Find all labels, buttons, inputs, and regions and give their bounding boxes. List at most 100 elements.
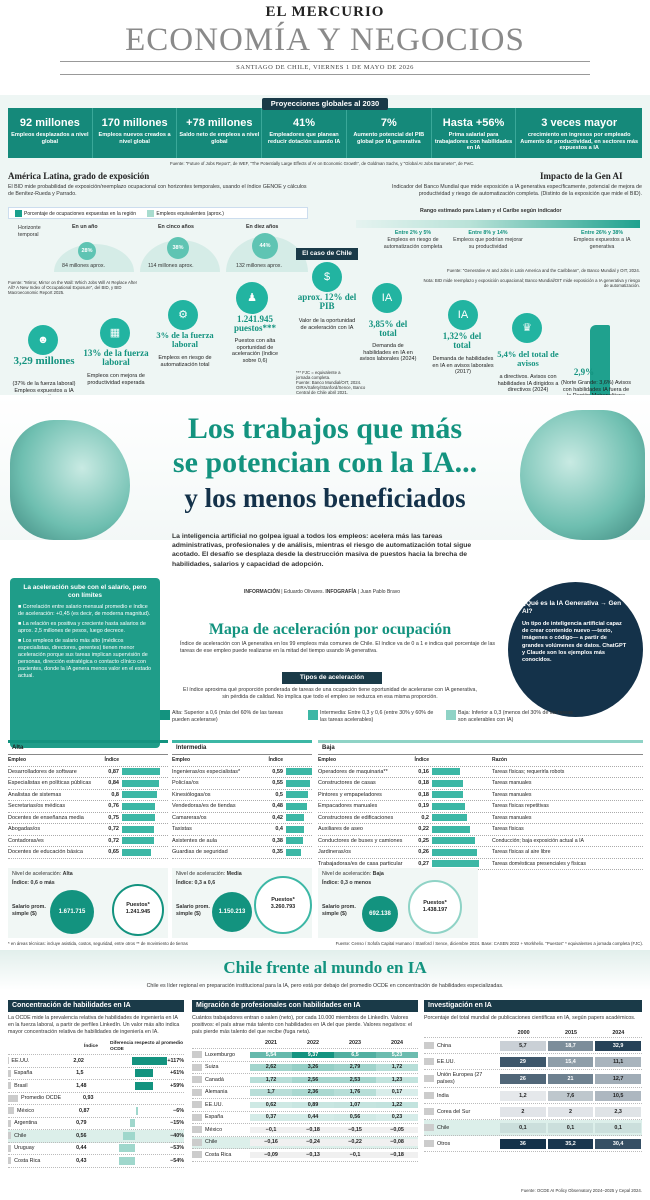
box-bullet: ■ Correlación entre salario mensual prom… — [18, 603, 151, 617]
job-index: 0,65 — [108, 849, 119, 856]
index-bar — [432, 814, 467, 822]
job-name: Taxistas — [172, 826, 192, 833]
flag-icon — [424, 1140, 434, 1148]
panel-text: La OCDE mide la prevalencia relativa de … — [8, 1015, 180, 1036]
job-index: 0,2 — [421, 814, 429, 821]
table-row: Jardineras/os 0,26 Tareas físicas al aire … — [318, 847, 643, 859]
table-row: Corea del Sur 2 2 2,3 — [424, 1104, 642, 1121]
diff-bar — [119, 1144, 136, 1153]
research-value: 10,5 — [595, 1090, 642, 1101]
horizon-label: Horizonte temporal — [18, 225, 41, 238]
genai-source: Fuente: "Generative AI and Jobs in Latin… — [447, 268, 640, 273]
chile-stat-value: 1,32% del total — [442, 331, 482, 350]
job-index: 0,87 — [108, 768, 119, 775]
job-name: Pintores y empapeladores — [318, 791, 382, 798]
chile-map-icon — [590, 325, 610, 403]
index-bar — [432, 825, 470, 833]
reason-text: Tareas físicas; requerirla robots — [492, 768, 565, 775]
index-bar — [122, 837, 154, 845]
table-row: Chile 0,1 0,1 0,1 — [424, 1120, 642, 1137]
diff-bar — [136, 1106, 139, 1115]
level-label: Nivel de aceleración — [322, 871, 370, 877]
col-header: Diferencia respecto al promedio OCDE — [110, 1040, 184, 1052]
exposure-jobs: 114 millones aprox. — [148, 263, 194, 269]
range-pct: Entre 8% y 14% — [468, 230, 508, 236]
headline-line-2: se potencian con la IA... — [172, 446, 478, 479]
table-header-row: Empleo Índice Razón — [318, 755, 643, 767]
table-row: Especialistas en políticas públicas 0,84 — [8, 778, 168, 790]
flag-icon — [192, 1101, 202, 1109]
flag-icon — [8, 1082, 12, 1090]
flag-icon — [8, 1157, 12, 1165]
legend-label: Empleos equivalentes (aprox.) — [156, 210, 224, 217]
job-index: 0,76 — [108, 803, 119, 810]
job-name: Trabajadoras/es de casa particular — [318, 860, 403, 867]
projection-label: Empleadores que planean reducir dotación… — [267, 132, 341, 145]
robot-hand-illustration-right — [520, 410, 645, 540]
table-row: Guardias de seguridad 0,35 — [172, 847, 312, 859]
newspaper-name: EL MERCURIO — [265, 4, 385, 20]
document-ia-icon: IA — [372, 283, 402, 313]
table-row: Analistas de sistemas 0,8 — [8, 790, 168, 802]
table-row: Desarrolladores de software 0,87 — [8, 767, 168, 779]
chile-stat-label: Demanda de habilidades en IA en avisos l… — [359, 343, 417, 363]
job-index: 0,72 — [108, 826, 119, 833]
skill-index: 1,5 — [76, 1070, 84, 1077]
chile-stat-label: Empleos con mejora de productividad espe… — [87, 373, 145, 386]
country-name: Costa Rica — [205, 1151, 232, 1158]
media-rows: Ingenieras/os especialistas* 0,59 Policías… — [172, 767, 312, 859]
panel-title: Concentración de habilidades en IA — [8, 1000, 184, 1013]
job-name: Camareras/os — [172, 814, 207, 821]
country-name: Chile — [14, 1132, 27, 1139]
research-value: 2,3 — [595, 1106, 642, 1117]
table-row: Empacadores manuales 0,19 Tareas físicas r… — [318, 801, 643, 813]
migration-value: 0,89 — [292, 1101, 334, 1108]
credit-label: INFORMACIÓN — [244, 589, 280, 595]
genai-note: Nota: BID mide reemplazo y exposición oc… — [423, 278, 640, 289]
col-header: Empleo — [172, 757, 191, 764]
dateline: SANTIAGO DE CHILE, VIERNES 1 DE MAYO DE … — [60, 61, 590, 75]
reason-text: Tareas manuales — [492, 780, 532, 787]
range-label: Empleos expuestos a IA generativa — [573, 236, 631, 250]
table-row: EE.UU. 29 15,4 11,1 — [424, 1054, 642, 1071]
migration-value: 2,53 — [334, 1076, 376, 1083]
country-name: Canadá — [205, 1076, 224, 1083]
table-row: Constructores de edificaciones 0,2 Tareas … — [318, 813, 643, 825]
index-bar — [122, 802, 155, 810]
box-bullet: ■ La relación es positiva y creciente ha… — [18, 620, 146, 634]
table-header-row: Empleo Índice — [8, 755, 168, 767]
job-index: 0,25 — [418, 837, 429, 844]
diff-bar-track — [107, 1094, 177, 1102]
table-row: Trabajadoras/es de casa particular 0,27 Ta… — [318, 859, 643, 871]
chile-footnote: *** FJC = equivalente a jornada completa… — [296, 370, 341, 381]
reason-text: Tareas manuales — [492, 791, 532, 798]
flag-icon — [424, 1075, 434, 1083]
migration-value: −0,18 — [376, 1151, 418, 1158]
skills-panel: Concentración de habilidades en IA La OC… — [8, 1000, 184, 1168]
table-row: Operadores de maquinaria** 0,16 Tareas fís… — [318, 767, 643, 779]
exposure-pct: 28% — [78, 242, 96, 260]
projection-cell: 3 veces mayor crecimiento en ingresos por… — [516, 108, 642, 158]
flag-icon — [424, 1042, 434, 1050]
job-name: Contadoras/es — [8, 837, 44, 844]
job-name: Jardineras/os — [318, 849, 352, 856]
salary-value: 1.150.213 — [212, 892, 252, 932]
level-value: Media — [226, 871, 242, 877]
range-label: Empleos que podrían mejorar su productiv… — [453, 236, 523, 250]
migration-value: −0,15 — [334, 1126, 376, 1133]
table-row: Docentes de educación básica 0,65 — [8, 847, 168, 859]
job-name: Guardias de seguridad — [172, 849, 228, 856]
job-name: Constructores de edificaciones — [318, 814, 394, 821]
media-swatch — [308, 710, 318, 720]
alta-definition: Alta: Superior a 0,6 (más del 60% de las… — [172, 710, 283, 723]
diff-value: −40% — [170, 1132, 184, 1139]
flag-icon — [192, 1088, 202, 1096]
horizon-name: En un año — [72, 224, 98, 230]
migration-value: −0,1 — [334, 1151, 376, 1158]
jobs-value: 1.241.945 — [125, 908, 151, 915]
reason-text: Tareas físicas repetitivas — [492, 803, 549, 810]
skill-index: 0,93 — [83, 1095, 94, 1102]
projection-cell: 41% Empleadores que planean reducir dotac… — [262, 108, 347, 158]
diff-bar-track — [100, 1156, 170, 1165]
skills-header: Índice Diferencia respecto al promedio OC… — [8, 1039, 184, 1056]
